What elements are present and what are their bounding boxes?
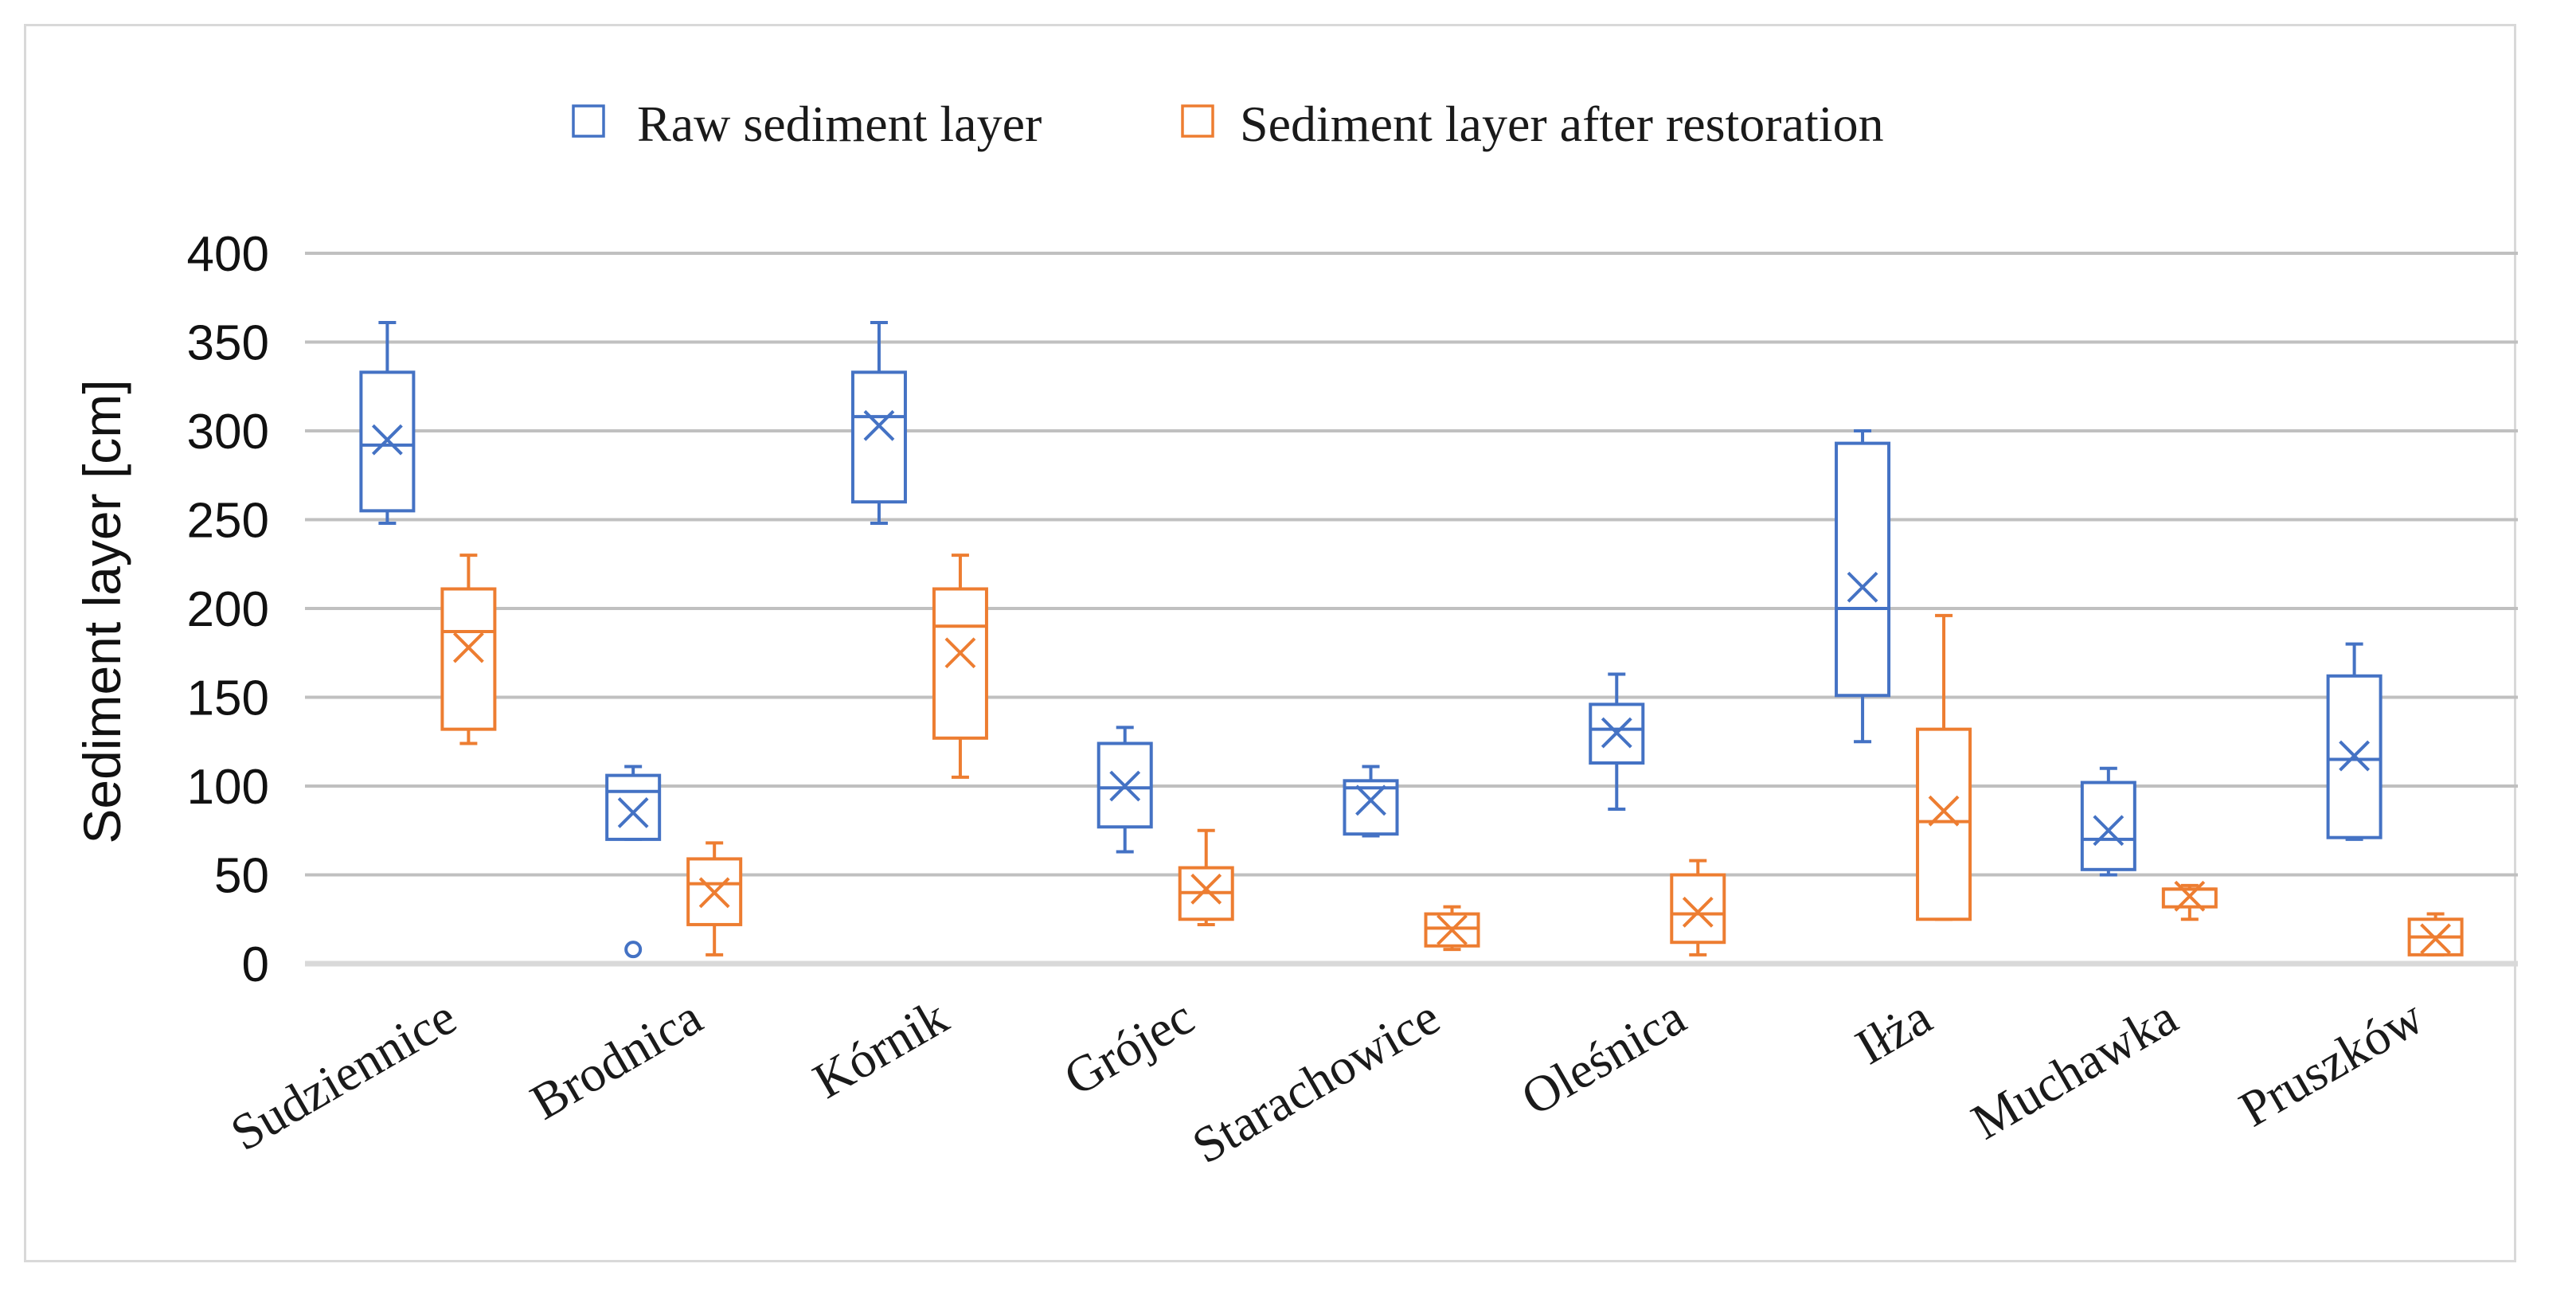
- mean-marker: [2174, 880, 2206, 912]
- mean-marker: [452, 632, 484, 663]
- legend: Raw sediment layer Sediment layer after …: [572, 96, 1884, 152]
- box-raw-8: [2326, 642, 2383, 841]
- x-tick-labels: Sudziennice Brodnica Kórnik GrójecStarachow…: [221, 988, 2433, 1175]
- y-tick-label: 200: [187, 582, 269, 637]
- box-raw-5: [1589, 672, 1645, 811]
- outlier-point: [624, 941, 643, 959]
- legend-swatch-restored: [1181, 104, 1214, 138]
- box-iqr: [1343, 779, 1399, 836]
- box-restored-3: [1178, 828, 1234, 926]
- box-raw-3: [1096, 726, 1153, 854]
- x-tick-label: Grójec: [1054, 988, 1202, 1107]
- gridlines: [305, 252, 2518, 877]
- box-iqr: [1670, 873, 1726, 945]
- mean-marker: [2339, 740, 2371, 772]
- mean-marker: [1928, 795, 1960, 827]
- y-tick-label: 350: [187, 316, 269, 371]
- mean-marker: [1847, 571, 1878, 603]
- mean-marker: [1109, 770, 1141, 802]
- y-tick-label: 300: [187, 405, 269, 460]
- y-tick-label: 100: [187, 760, 269, 815]
- box-series: [359, 320, 2464, 959]
- box-restored-6: [1916, 613, 1972, 921]
- legend-label-raw: Raw sediment layer: [637, 96, 1042, 152]
- box-restored-8: [2407, 912, 2464, 957]
- mean-marker: [1601, 717, 1632, 749]
- mean-marker: [863, 409, 895, 441]
- box-raw-0: [359, 320, 416, 525]
- box-restored-4: [1424, 905, 1480, 952]
- box-iqr: [605, 773, 662, 841]
- mean-marker: [1437, 914, 1468, 946]
- legend-swatch-raw: [572, 104, 605, 138]
- box-restored-7: [2161, 880, 2218, 921]
- box-iqr: [932, 587, 988, 740]
- mean-marker: [944, 637, 976, 669]
- mean-marker: [698, 877, 730, 909]
- x-tick-label: Starachowice: [1182, 988, 1448, 1175]
- mean-marker: [1355, 784, 1386, 816]
- box-iqr: [440, 587, 497, 731]
- y-tick-label: 150: [187, 671, 269, 726]
- y-axis-title: Sediment layer [cm]: [72, 379, 131, 843]
- mean-marker: [1190, 873, 1222, 905]
- box-iqr: [1835, 441, 1891, 698]
- y-tick-label: 50: [214, 849, 269, 904]
- chart-frame: [24, 24, 2516, 1262]
- box-restored-5: [1670, 859, 1726, 957]
- box-restored-0: [440, 554, 497, 745]
- y-tick-labels: 0 50 100 150 200 250 300 350 400: [187, 227, 269, 992]
- box-iqr: [2080, 780, 2136, 871]
- box-iqr: [1424, 912, 1480, 948]
- x-tick-label: Kórnik: [803, 988, 957, 1109]
- box-restored-1: [686, 841, 743, 957]
- legend-label-restored: Sediment layer after restoration: [1240, 96, 1884, 152]
- mean-marker: [2420, 923, 2452, 955]
- x-tick-label: Oleśnica: [1512, 988, 1695, 1126]
- box-iqr: [850, 370, 907, 504]
- x-tick-label: Brodnica: [522, 988, 712, 1131]
- y-tick-label: 400: [187, 227, 269, 282]
- mean-marker: [2093, 815, 2125, 847]
- box-restored-2: [932, 554, 988, 779]
- mean-marker: [1682, 896, 1714, 928]
- x-tick-label: Sudziennice: [221, 988, 465, 1162]
- box-raw-1: [605, 765, 662, 959]
- x-tick-label: Iłża: [1846, 988, 1941, 1075]
- mean-marker: [371, 424, 403, 456]
- box-raw-4: [1343, 765, 1399, 838]
- box-raw-2: [850, 320, 907, 525]
- y-tick-label: 250: [187, 494, 269, 549]
- x-tick-label: Pruszków: [2230, 988, 2432, 1138]
- box-raw-7: [2080, 766, 2136, 877]
- mean-marker: [617, 797, 649, 828]
- box-raw-6: [1835, 429, 1891, 744]
- x-tick-label: Muchawka: [1962, 988, 2187, 1151]
- y-tick-label: 0: [242, 937, 269, 992]
- box-iqr: [1916, 727, 1972, 921]
